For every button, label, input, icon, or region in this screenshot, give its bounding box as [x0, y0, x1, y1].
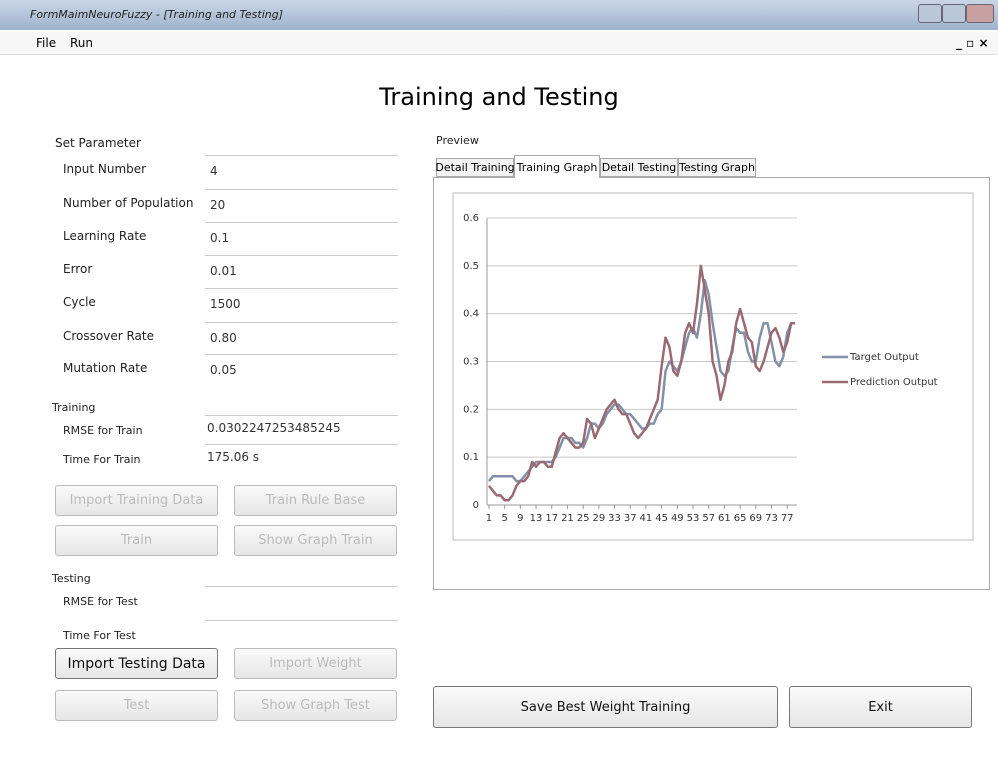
field-value: 0.80 [210, 331, 237, 345]
x-tick-label: 37 [624, 513, 637, 524]
x-tick-label: 53 [687, 513, 700, 524]
tab[interactable]: Detail Testing [600, 158, 678, 177]
x-tick-label: 1 [486, 513, 492, 524]
mdi-controls[interactable]: _ ▫ × [956, 36, 989, 50]
field-label: Crossover Rate [63, 329, 154, 343]
field-line [205, 155, 398, 156]
y-tick-label: 0.5 [463, 261, 479, 272]
button: Train Rule Base [234, 485, 397, 516]
field-label: Input Number [63, 162, 147, 176]
button: Import Weight [234, 648, 397, 679]
field-value: 0.05 [210, 363, 237, 377]
field-label: RMSE for Train [63, 424, 143, 437]
legend-label: Prediction Output [850, 377, 938, 388]
x-tick-label: 69 [749, 513, 762, 524]
menu-item[interactable]: Run [70, 36, 94, 50]
button: Show Graph Test [234, 690, 397, 721]
title-bar: FormMaimNeuroFuzzy - [Training and Testi… [0, 0, 998, 30]
section-title: Testing [52, 572, 91, 585]
series-line [487, 264, 796, 502]
y-tick-label: 0.2 [463, 404, 479, 415]
field-label: Time For Test [63, 629, 136, 642]
close-button[interactable] [966, 4, 994, 23]
field-label: Error [63, 262, 93, 276]
x-tick-label: 61 [718, 513, 731, 524]
y-tick-label: 0.1 [463, 452, 479, 463]
x-tick-label: 41 [640, 513, 653, 524]
y-tick-label: 0.6 [463, 213, 479, 224]
field-value: 0.1 [210, 231, 230, 245]
tab[interactable]: Testing Graph [678, 158, 756, 177]
legend-label: Target Output [849, 352, 919, 363]
x-tick-label: 57 [702, 513, 715, 524]
field-line [205, 255, 398, 256]
field-line [205, 222, 398, 223]
section-title: Set Parameter [55, 136, 141, 150]
field-value: 175.06 s [207, 450, 260, 464]
x-tick-label: 5 [501, 513, 507, 524]
x-tick-label: 29 [592, 513, 605, 524]
x-tick-label: 21 [561, 513, 574, 524]
preview-label: Preview [436, 134, 479, 147]
field-line [205, 586, 398, 587]
x-tick-label: 25 [577, 513, 590, 524]
y-tick-label: 0.3 [463, 357, 479, 368]
field-value: 20 [210, 198, 226, 212]
y-tick-label: 0.4 [463, 309, 479, 320]
field-line [205, 620, 398, 621]
field-line [205, 444, 398, 445]
button[interactable]: Exit [789, 686, 972, 728]
field-label: Time For Train [63, 453, 141, 466]
x-tick-label: 49 [671, 513, 684, 524]
x-tick-label: 13 [530, 513, 543, 524]
y-tick-label: 0 [473, 500, 479, 511]
button: Show Graph Train [234, 525, 397, 556]
tab[interactable]: Training Graph [514, 155, 600, 178]
menu-bar: File Run _ ▫ × [0, 32, 998, 55]
field-line [205, 415, 398, 416]
x-tick-label: 45 [655, 513, 668, 524]
field-line [205, 354, 398, 355]
menu-item[interactable]: File [36, 36, 57, 50]
x-tick-label: 17 [545, 513, 558, 524]
section-title: Training [52, 401, 96, 414]
field-value: 0.01 [210, 264, 237, 278]
field-value: 0.0302247253485245 [207, 421, 341, 435]
tab[interactable]: Detail Training [435, 158, 515, 177]
button[interactable]: Save Best Weight Training [433, 686, 778, 728]
button: Train [55, 525, 218, 556]
button[interactable]: Import Testing Data [55, 648, 218, 679]
minimize-button[interactable] [918, 4, 942, 23]
x-tick-label: 77 [781, 513, 794, 524]
x-tick-label: 73 [765, 513, 778, 524]
x-tick-label: 9 [517, 513, 523, 524]
x-tick-label: 33 [608, 513, 621, 524]
tab-panel [433, 177, 990, 590]
field-value: 1500 [210, 297, 241, 311]
heading: Training and Testing [379, 83, 619, 111]
field-value: 4 [210, 164, 218, 178]
field-label: Mutation Rate [63, 361, 148, 375]
field-line [205, 189, 398, 190]
x-tick-label: 65 [734, 513, 747, 524]
field-label: RMSE for Test [63, 595, 138, 608]
field-label: Number of Population [63, 196, 194, 210]
field-label: Cycle [63, 295, 96, 309]
field-line [205, 288, 398, 289]
window-title: FormMaimNeuroFuzzy - [Training and Testi… [30, 8, 284, 21]
field-label: Learning Rate [63, 229, 147, 243]
field-line [205, 322, 398, 323]
maximize-button[interactable] [942, 4, 966, 23]
button: Import Training Data [55, 485, 218, 516]
button: Test [55, 690, 218, 721]
